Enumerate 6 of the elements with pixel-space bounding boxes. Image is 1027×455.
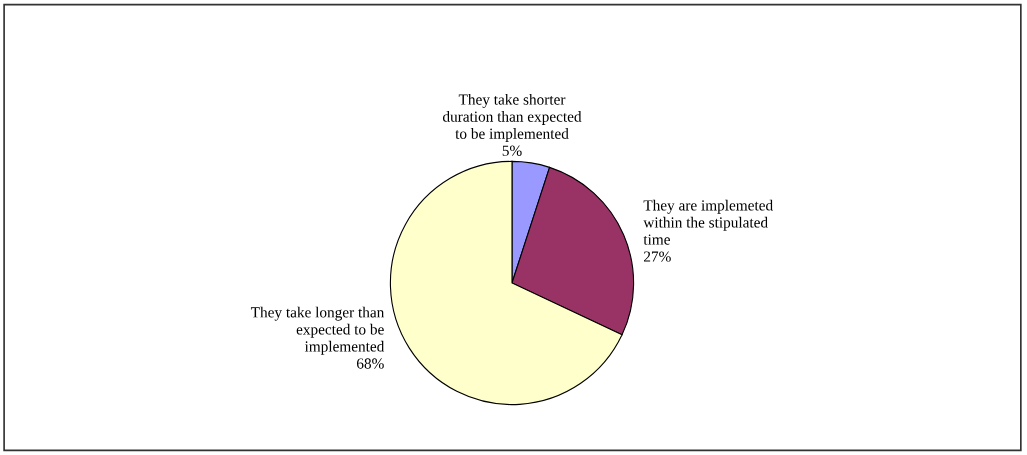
- data-label: 68%: [356, 358, 384, 369]
- slice-label: They are implemeted within the stipulated time: [643, 199, 773, 245]
- data-label: 27%: [644, 251, 671, 262]
- slice-label: They take longer than expected to be implemented: [250, 306, 385, 355]
- data-label: 5%: [502, 145, 522, 156]
- slice-label: They take shorter duration than expected to be implemented: [442, 93, 582, 142]
